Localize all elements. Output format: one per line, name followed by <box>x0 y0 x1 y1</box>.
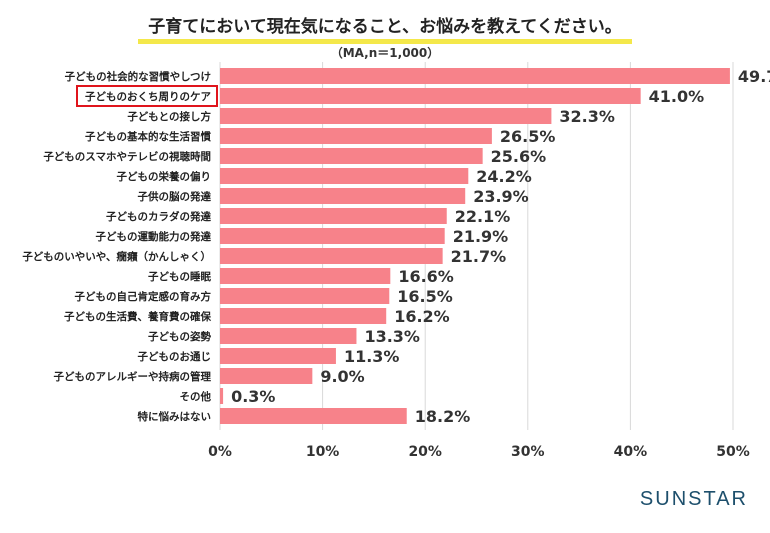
category-label: 子どもの姿勢 <box>148 330 211 343</box>
category-label: 子どものいやいや、癇癪（かんしゃく） <box>22 250 211 263</box>
bar <box>220 148 483 164</box>
category-label: 子どものおくち周りのケア <box>85 90 211 103</box>
value-label: 16.5% <box>397 287 453 306</box>
value-label: 16.6% <box>398 267 454 286</box>
bar <box>220 88 641 104</box>
category-label: 子どものカラダの発達 <box>106 210 211 223</box>
category-label: 子どもの栄養の偏り <box>117 170 212 183</box>
bar <box>220 408 407 424</box>
x-tick-label: 10% <box>306 444 340 460</box>
bar <box>220 268 391 284</box>
value-label: 24.2% <box>476 167 532 186</box>
category-label: 子どもの基本的な生活習慣 <box>85 130 211 143</box>
category-label: 子どもの自己肯定感の育み方 <box>75 290 212 303</box>
value-label: 23.9% <box>473 187 529 206</box>
category-label: 子供の脳の発達 <box>138 190 212 203</box>
x-tick-label: 40% <box>614 444 648 460</box>
value-label: 18.2% <box>415 407 471 426</box>
x-tick-label: 20% <box>408 444 442 460</box>
bar <box>220 368 313 384</box>
value-label: 21.9% <box>453 227 509 246</box>
bar <box>220 108 552 124</box>
category-label: 子どもの睡眠 <box>148 270 211 283</box>
value-label: 49.7% <box>738 67 770 86</box>
value-label: 41.0% <box>649 87 705 106</box>
value-label: 26.5% <box>500 127 556 146</box>
value-label: 9.0% <box>320 367 364 386</box>
category-label: 子どもの社会的な習慣やしつけ <box>65 70 211 83</box>
chart-title: 子育てにおいて現在気になること、お悩みを教えてください。 <box>0 12 770 44</box>
value-label: 16.2% <box>394 307 450 326</box>
category-label: 子どものお通じ <box>138 350 212 363</box>
bar <box>220 128 492 144</box>
bar <box>220 388 224 404</box>
bar <box>220 188 466 204</box>
bar <box>220 308 387 324</box>
category-label: 子どもの生活費、養育費の確保 <box>64 310 211 323</box>
x-tick-label: 50% <box>716 444 750 460</box>
x-tick-label: 0% <box>208 444 232 460</box>
category-label: 子どもとの接し方 <box>127 110 211 123</box>
brand-logo: SUNSTAR <box>639 488 748 510</box>
value-label: 22.1% <box>455 207 511 226</box>
highlight-box <box>76 85 218 107</box>
category-label: 子どものアレルギーや持病の管理 <box>54 370 212 383</box>
bar <box>220 288 390 304</box>
bar <box>220 248 443 264</box>
bar <box>220 208 447 224</box>
value-label: 13.3% <box>364 327 420 346</box>
x-tick-label: 30% <box>511 444 545 460</box>
value-label: 32.3% <box>559 107 615 126</box>
bar <box>220 168 469 184</box>
category-label: 特に悩みはない <box>138 410 212 423</box>
chart-title-text: 子育てにおいて現在気になること、お悩みを教えてください。 <box>138 12 632 44</box>
value-label: 21.7% <box>451 247 507 266</box>
chart-subtitle: （MA,n＝1,000） <box>330 46 440 60</box>
bar <box>220 348 336 364</box>
bar <box>220 68 730 84</box>
value-label: 0.3% <box>231 387 275 406</box>
value-label: 25.6% <box>491 147 547 166</box>
value-label: 11.3% <box>344 347 400 366</box>
bar <box>220 328 357 344</box>
category-label: その他 <box>180 390 212 403</box>
category-label: 子どもの運動能力の発達 <box>96 230 212 243</box>
bar <box>220 228 445 244</box>
category-label: 子どものスマホやテレビの視聴時間 <box>43 150 211 163</box>
